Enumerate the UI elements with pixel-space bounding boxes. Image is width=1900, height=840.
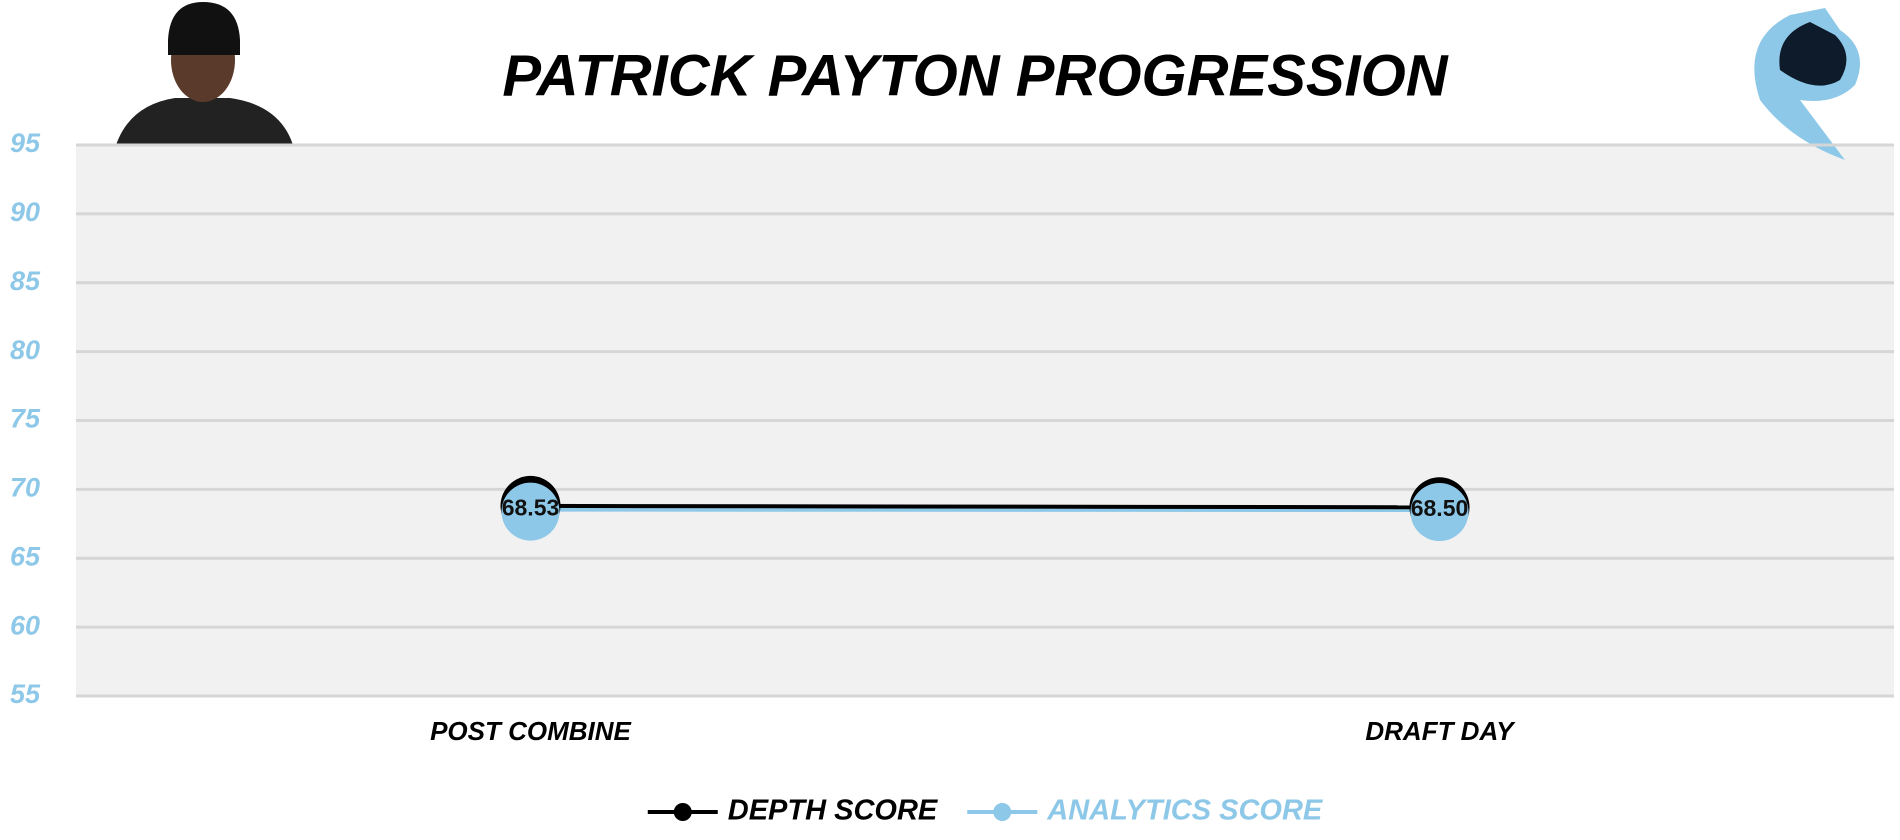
y-tick-label: 60 — [10, 610, 40, 640]
y-tick-label: 55 — [10, 679, 41, 709]
x-tick-label: DRAFT DAY — [1365, 716, 1516, 746]
y-tick-label: 65 — [10, 541, 41, 571]
chart-title: PATRICK PAYTON PROGRESSION — [502, 43, 1448, 108]
series-line — [530, 503, 1440, 510]
legend-item: ANALYTICS SCORE — [967, 795, 1324, 827]
data-label: 68.53 — [502, 495, 560, 521]
y-tick-label: 75 — [10, 404, 41, 434]
legend-label: ANALYTICS SCORE — [1046, 795, 1324, 827]
legend-item: DEPTH SCORE — [647, 795, 939, 827]
y-tick-label: 85 — [10, 266, 41, 296]
legend-label: DEPTH SCORE — [728, 795, 939, 827]
y-tick-label: 95 — [10, 128, 41, 158]
player-photo — [116, 2, 293, 145]
y-tick-label: 90 — [10, 197, 40, 227]
x-tick-label: POST COMBINE — [430, 716, 631, 746]
y-tick-label: 80 — [10, 335, 40, 365]
point — [501, 482, 560, 541]
y-tick-label: 70 — [10, 473, 40, 503]
legend-marker — [993, 803, 1012, 821]
team-logo — [1754, 8, 1860, 160]
data-label: 68.50 — [1411, 495, 1469, 521]
point — [1410, 483, 1469, 542]
legend-marker — [673, 803, 692, 821]
